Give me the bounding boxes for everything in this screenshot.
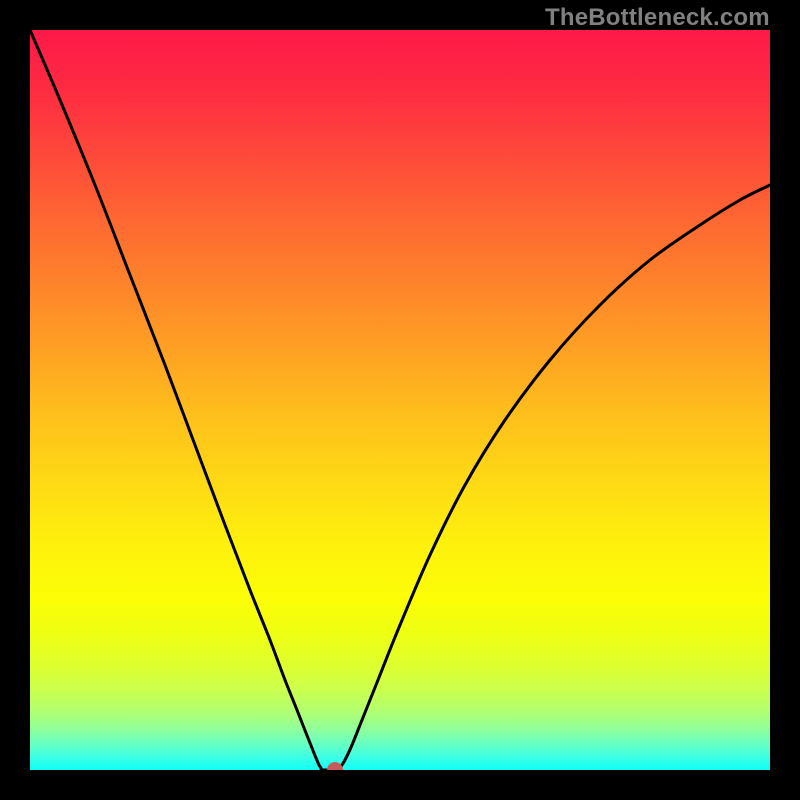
minimum-marker: [327, 762, 343, 778]
watermark-text: TheBottleneck.com: [545, 4, 770, 32]
plot-background: [30, 30, 770, 770]
bottleneck-chart: [0, 0, 800, 800]
